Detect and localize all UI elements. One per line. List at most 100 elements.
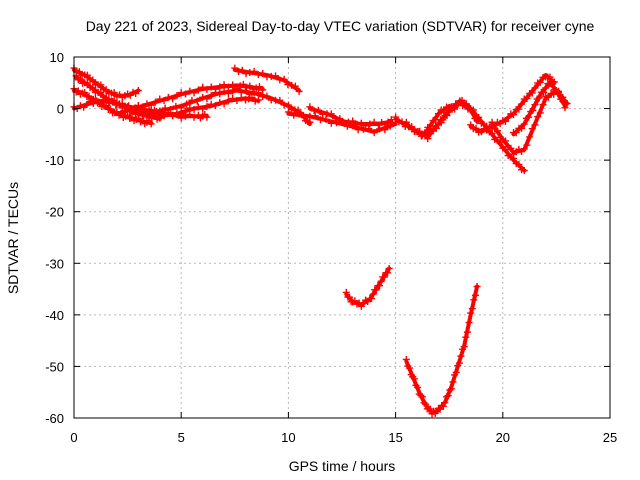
data-point (177, 104, 185, 112)
data-point (186, 87, 194, 95)
data-point (207, 92, 215, 100)
data-point (149, 109, 157, 117)
data-point (177, 114, 185, 122)
data-point (246, 90, 254, 98)
data-point (534, 113, 542, 121)
data-point (452, 368, 460, 376)
data-point (523, 95, 531, 103)
data-point (231, 64, 239, 72)
data-point (387, 116, 395, 124)
data-point (199, 83, 207, 91)
data-point (242, 70, 250, 78)
data-point (300, 113, 308, 121)
series-track-s (402, 282, 481, 418)
data-point (353, 120, 361, 128)
y-tick-label: -30 (45, 256, 64, 271)
series-track-o (467, 73, 558, 136)
data-point (243, 83, 251, 91)
x-tick-label: 15 (388, 430, 402, 445)
data-point (203, 113, 211, 121)
data-point (199, 105, 207, 113)
data-point (134, 108, 142, 116)
data-point (97, 89, 105, 97)
y-axis-label: SDTVAR / TECUs (5, 182, 21, 294)
data-point (116, 100, 124, 108)
data-point (250, 67, 258, 75)
data-point (284, 81, 292, 89)
data-point (252, 84, 260, 92)
data-point (85, 92, 93, 100)
y-tick-label: 0 (57, 102, 64, 117)
data-point (528, 125, 536, 133)
data-point (97, 81, 105, 89)
data-point (311, 112, 319, 120)
data-point (336, 115, 344, 123)
data-point (440, 107, 448, 115)
data-point (402, 355, 410, 363)
data-point (102, 93, 110, 101)
data-point (295, 110, 303, 118)
data-point (520, 166, 528, 174)
series-track-m (402, 98, 528, 174)
data-point (121, 106, 129, 114)
data-point (161, 104, 169, 112)
data-point (76, 75, 84, 83)
data-point (518, 124, 526, 132)
data-point (193, 97, 201, 105)
data-point (164, 109, 172, 117)
data-point (385, 264, 393, 272)
data-point (216, 83, 224, 91)
data-point (246, 82, 254, 90)
data-point (493, 127, 501, 135)
data-point (526, 133, 534, 141)
data-point (306, 103, 314, 111)
data-point (367, 295, 375, 303)
data-point (177, 89, 185, 97)
data-point (110, 96, 118, 104)
y-tick-label: -40 (45, 308, 64, 323)
data-point (535, 94, 543, 102)
data-point (443, 393, 451, 401)
data-point (473, 282, 481, 290)
data-point (536, 109, 544, 117)
data-point (110, 89, 118, 97)
data-point (531, 101, 539, 109)
data-point (408, 123, 416, 131)
data-point (242, 87, 250, 95)
data-point (510, 111, 518, 119)
data-point (462, 333, 470, 341)
series-track-k (306, 103, 395, 130)
x-tick-label: 20 (496, 430, 510, 445)
series-track-f (113, 80, 267, 117)
plot-frame (73, 56, 611, 419)
data-point (469, 106, 477, 114)
data-point (455, 359, 463, 367)
data-point (242, 96, 250, 104)
data-point (377, 277, 385, 285)
data-point (384, 269, 392, 277)
data-point (372, 286, 380, 294)
data-point (501, 117, 509, 125)
data-point (290, 111, 298, 119)
data-point (291, 82, 299, 90)
data-point (392, 113, 400, 121)
series-track-r (342, 264, 393, 310)
data-point (460, 343, 468, 351)
x-axis-label: GPS time / hours (289, 458, 396, 474)
data-point (276, 96, 284, 104)
data-point (164, 93, 172, 101)
data-point (451, 105, 459, 113)
data-point (207, 100, 215, 108)
data-point (520, 145, 528, 153)
data-point (81, 89, 89, 97)
data-point (190, 105, 198, 113)
data-point (555, 87, 563, 95)
data-point (134, 87, 142, 95)
data-point (190, 113, 198, 121)
data-point (106, 105, 114, 113)
data-point (130, 105, 138, 113)
data-point (441, 399, 449, 407)
chart-title: Day 221 of 2023, Sidereal Day-to-day VTE… (86, 18, 595, 34)
data-point (284, 101, 292, 109)
data-point (254, 89, 262, 97)
